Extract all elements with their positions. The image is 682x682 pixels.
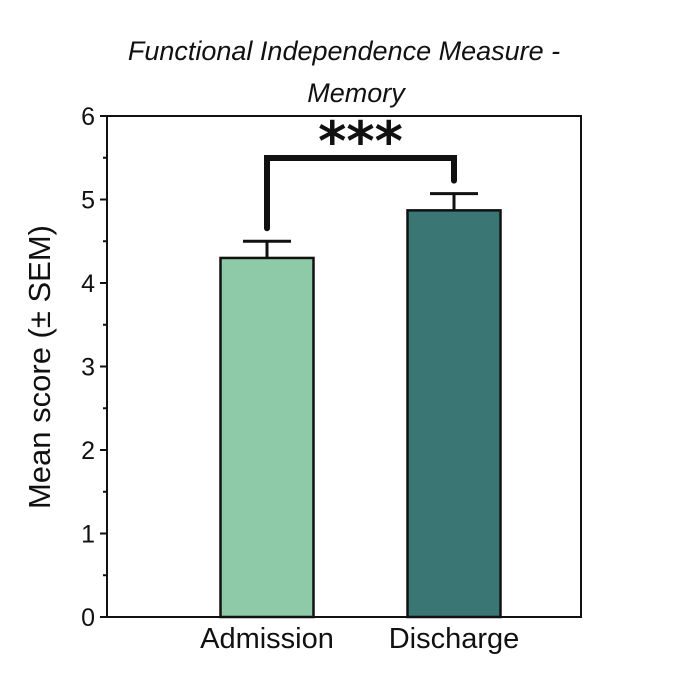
chart-title-line-1: Functional Independence Measure - <box>128 36 560 66</box>
y-tick-label: 3 <box>81 354 95 382</box>
bar-admission <box>219 256 315 619</box>
x-tick-label: Discharge <box>389 623 520 655</box>
y-tick-label: 0 <box>81 604 95 632</box>
y-tick-label: 5 <box>81 187 95 215</box>
plot-frame <box>106 115 582 618</box>
y-tick-label: 1 <box>81 521 95 549</box>
x-tick-label: Admission <box>200 623 334 655</box>
chart-title-line-2: Memory <box>307 78 406 108</box>
y-axis-label: Mean score (± SEM) <box>22 225 57 509</box>
significance-stars: *** <box>318 110 403 173</box>
bar-discharge <box>406 209 502 619</box>
y-tick-label: 2 <box>81 437 95 465</box>
y-tick-label: 6 <box>81 103 95 131</box>
significance-bracket <box>264 155 457 232</box>
y-tick-label: 4 <box>81 270 95 298</box>
